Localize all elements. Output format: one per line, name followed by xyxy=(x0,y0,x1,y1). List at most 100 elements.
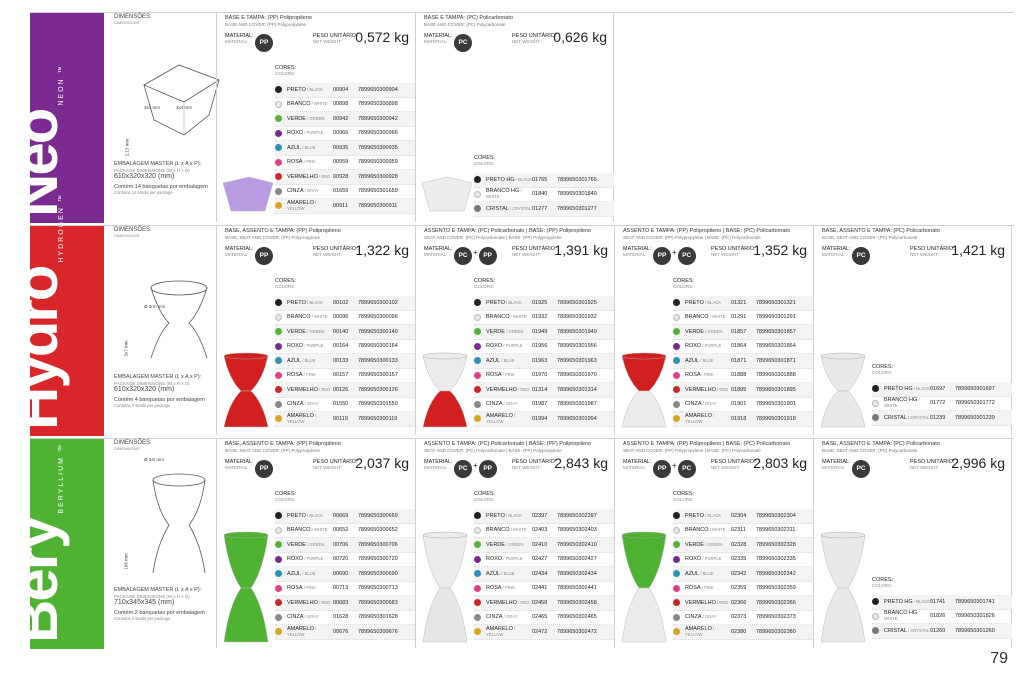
product-photo xyxy=(619,531,669,645)
color-ean: 7899650300126 xyxy=(358,386,398,393)
color-row: AMARELO / YELLOW 01994 7899650301994 xyxy=(474,412,614,427)
dimension-annotation: 2,13 mm xyxy=(124,138,130,157)
color-name: ROXO / PURPLE xyxy=(685,343,731,349)
color-name-en: GREEN xyxy=(508,541,524,547)
color-name: VERMELHO / RED xyxy=(486,600,532,606)
dimensions-panel: DIMENSÕES: DIMENSIONS: Ø 34r mm 168 mm EMBAL… xyxy=(114,439,244,649)
color-code: 01697 xyxy=(930,385,946,392)
color-ean: 7899650301840 xyxy=(557,191,597,198)
colors-label-en: COLORS: xyxy=(872,583,893,588)
color-swatch xyxy=(275,400,282,408)
weight-label-block: PESO UNITÁRIO: NET WEIGHT: xyxy=(711,246,756,258)
color-list: PRETO / BLACK 02397 7899650302397 BRANCO / … xyxy=(474,509,614,640)
color-swatch xyxy=(275,328,282,336)
color-name-en: WHITE xyxy=(314,314,328,320)
color-code: 02380 xyxy=(731,628,747,635)
material-badge: PP xyxy=(255,460,273,478)
color-ean: 7899650302410 xyxy=(557,541,597,548)
brand-subtitle: BERYLLIUM xyxy=(58,456,65,514)
color-row: ROXO / PURPLE 00164 7899650300164 xyxy=(275,340,415,354)
colors-label-en: COLORS: xyxy=(474,497,495,502)
colors-heading: CORES: COLORS: xyxy=(275,491,415,503)
color-name-pt: AZUL xyxy=(486,570,501,577)
color-row: VERMELHO / RED 02458 7899650302458 xyxy=(474,596,614,611)
color-name: AZUL / BLUE xyxy=(287,145,333,151)
material-label: MATERIAL: xyxy=(822,246,851,252)
color-code: 01741 xyxy=(930,598,946,605)
colors-panel: CORES: COLORS: PRETO HG / BLACK 01741 789965… xyxy=(872,577,1012,639)
color-ean: 7899650300942 xyxy=(358,115,398,122)
color-code: 01970 xyxy=(532,372,548,379)
color-name: AMARELO / YELLOW xyxy=(685,626,731,638)
color-name-en: GREEN xyxy=(309,115,325,121)
brand-vertical-title: Hydro HYDROGEN ™ xyxy=(3,193,70,430)
package-note-en: Contains 4 stools per package xyxy=(114,403,171,408)
material-label-block: MATERIAL: MATERIAL: xyxy=(225,33,254,45)
color-name-pt: ROXO xyxy=(685,343,702,350)
weight-label-en: NET WEIGHT: xyxy=(512,465,541,470)
color-ean: 7899650301895 xyxy=(756,386,796,393)
color-swatch xyxy=(275,115,282,123)
plus-sign: + xyxy=(473,248,478,257)
dimension-annotation: 3x7 mm xyxy=(123,340,129,357)
color-code: 01925 xyxy=(532,299,548,306)
color-name-pt: CINZA xyxy=(287,401,304,408)
color-row: VERDE / GREEN 00706 7899650300706 xyxy=(275,538,415,553)
color-ean: 7899650300928 xyxy=(358,173,398,180)
color-name-pt: ROXO xyxy=(486,343,503,350)
color-row: PRETO HG / BLACK 01697 7899650301697 xyxy=(872,382,1012,397)
color-row: BRANCO / WHITE 01291 7899650301291 xyxy=(673,311,813,325)
variant-composition-en: SEAT AND COVER: (PC) Polycarbonate | BAS… xyxy=(424,234,562,240)
dimensions-panel: DIMENSÕES: DIMENSIONS: 3x4 mm 3x4 mm 2,13 mm… xyxy=(114,13,244,223)
color-code: 02359 xyxy=(731,585,747,592)
color-name-pt: ROSA xyxy=(287,372,303,379)
variant-composition-en: SEAT AND COVER: (PC) Polycarbonate | BAS… xyxy=(424,447,562,453)
color-code: 02472 xyxy=(532,628,548,635)
color-name-pt: VERMELHO xyxy=(685,386,716,393)
color-name-en: RED xyxy=(520,386,530,392)
dimension-annotation: Ø 3rm mm xyxy=(144,304,166,309)
color-swatch xyxy=(275,541,282,549)
variant-composition: ASSENTO E TAMPA: (PC) Policarbonato | BA… xyxy=(424,441,592,447)
color-name-pt: BRANCO xyxy=(287,101,311,108)
color-name-pt: CRISTAL xyxy=(884,414,907,421)
color-ean: 7899650301963 xyxy=(557,357,597,364)
color-row: PRETO HG / BLACK 01741 7899650301741 xyxy=(872,595,1012,610)
color-code: 00959 xyxy=(333,159,349,166)
color-name: ROXO / PURPLE xyxy=(486,556,532,562)
color-name: CINZA / GRAY xyxy=(685,401,731,407)
material-label-en: MATERIAL: xyxy=(424,252,448,257)
color-name: AMARELO / YELLOW xyxy=(287,626,333,638)
color-ean: 7899650300119 xyxy=(358,415,398,422)
color-name: VERDE / GREEN xyxy=(685,329,731,335)
color-swatch xyxy=(474,415,481,423)
color-name-en: PURPLE xyxy=(306,556,324,562)
weight-label: PESO UNITÁRIO: xyxy=(512,33,557,39)
color-name-pt: VERMELHO xyxy=(287,599,318,606)
material-badge: PP xyxy=(478,247,497,265)
color-name-en: BLACK xyxy=(508,299,523,305)
color-ean: 7899650302427 xyxy=(557,556,597,563)
color-ean: 7899650301871 xyxy=(756,357,796,364)
color-code: 02441 xyxy=(532,585,548,592)
color-swatch xyxy=(474,526,481,534)
color-name: PRETO HG / BLACK xyxy=(884,386,930,392)
color-swatch xyxy=(474,190,481,198)
dimensions-label: DIMENSÕES: xyxy=(114,14,152,20)
color-code: 01949 xyxy=(532,328,548,335)
color-name-en: PURPLE xyxy=(505,343,523,349)
color-name-en: GRAY xyxy=(506,614,518,620)
colors-label: CORES: xyxy=(872,577,894,583)
color-row: VERMELHO / RED 02366 7899650302366 xyxy=(673,596,813,611)
color-name-pt: PRETO xyxy=(685,512,704,519)
color-code: 01987 xyxy=(532,401,548,408)
color-name-en: RED xyxy=(321,386,331,392)
color-row: BRANCO / WHITE 02311 7899650302311 xyxy=(673,524,813,538)
color-row: VERMELHO / RED 00683 7899650300683 xyxy=(275,596,415,611)
color-swatch xyxy=(673,541,680,549)
color-list: PRETO HG / BLACK 01697 7899650301697 BRANCO… xyxy=(872,382,1012,426)
color-ean: 7899650300690 xyxy=(358,570,398,577)
colors-panel: CORES: COLORS: PRETO / BLACK 01925 789965030… xyxy=(474,278,614,427)
color-name: ROXO / PURPLE xyxy=(685,556,731,562)
color-name-en: PURPLE xyxy=(704,343,722,349)
